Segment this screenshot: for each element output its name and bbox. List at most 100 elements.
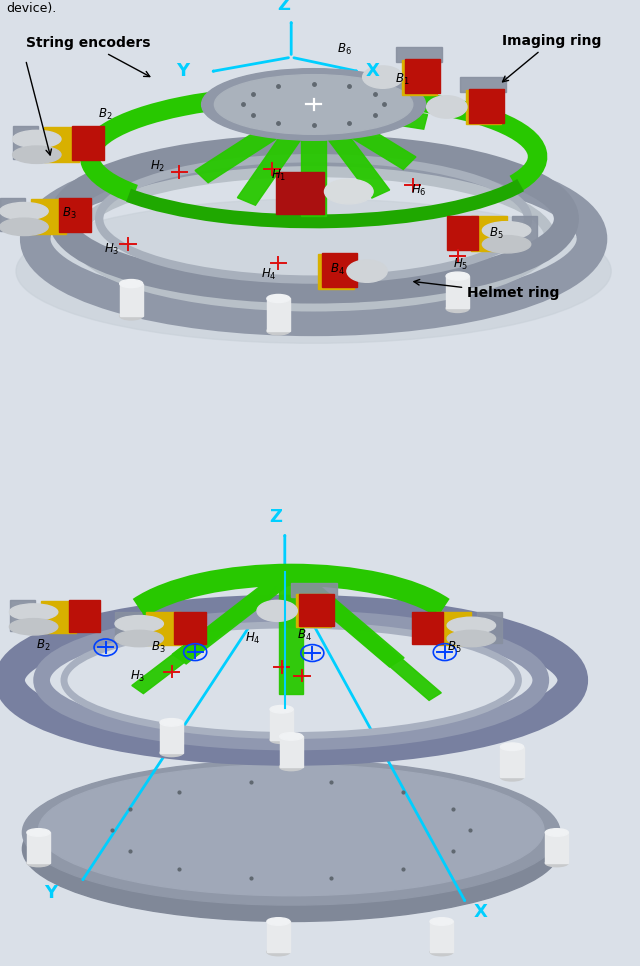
Ellipse shape (483, 236, 531, 253)
Bar (10, 600, 35, 631)
Text: device).: device). (6, 3, 57, 15)
Bar (120, 284, 143, 316)
Ellipse shape (280, 732, 303, 740)
FancyArrow shape (307, 99, 416, 169)
FancyArrow shape (237, 100, 323, 205)
Text: String encoders: String encoders (26, 37, 150, 76)
Ellipse shape (10, 618, 58, 635)
Ellipse shape (38, 764, 544, 895)
Bar (430, 922, 453, 952)
Bar (115, 611, 141, 642)
Ellipse shape (160, 719, 183, 726)
Ellipse shape (0, 203, 48, 220)
Text: Z: Z (277, 0, 290, 14)
Bar (270, 709, 293, 740)
Text: $H_{3}$: $H_{3}$ (104, 242, 120, 257)
Bar (412, 611, 443, 643)
Ellipse shape (202, 69, 426, 140)
Text: $B_{3}$: $B_{3}$ (62, 207, 76, 221)
Ellipse shape (500, 743, 524, 751)
Bar (31, 199, 67, 234)
FancyArrow shape (172, 568, 298, 664)
Ellipse shape (16, 199, 611, 343)
Bar (13, 127, 38, 159)
Bar (321, 253, 357, 287)
Ellipse shape (363, 66, 403, 88)
FancyArrow shape (301, 104, 326, 216)
Bar (466, 90, 501, 125)
Ellipse shape (267, 949, 290, 955)
Bar (276, 172, 324, 213)
Ellipse shape (257, 600, 298, 621)
FancyArrow shape (285, 569, 442, 700)
Bar (60, 198, 91, 233)
Ellipse shape (27, 829, 50, 837)
Bar (146, 612, 182, 645)
Bar (471, 216, 507, 251)
Text: $H_{1}$: $H_{1}$ (271, 167, 286, 183)
Bar (477, 611, 502, 642)
Bar (160, 723, 183, 753)
Ellipse shape (267, 918, 290, 925)
Bar (405, 59, 440, 93)
Ellipse shape (446, 272, 469, 280)
Bar (41, 601, 76, 634)
Text: $H_{4}$: $H_{4}$ (261, 267, 276, 282)
Text: Helmet ring: Helmet ring (414, 279, 559, 300)
Bar (27, 833, 50, 863)
Ellipse shape (120, 279, 143, 288)
Ellipse shape (430, 949, 453, 955)
Bar (267, 298, 290, 330)
Ellipse shape (446, 304, 469, 312)
Text: $B_{4}$: $B_{4}$ (296, 628, 312, 643)
Text: $B_{2}$: $B_{2}$ (36, 638, 51, 653)
FancyArrow shape (284, 568, 404, 667)
Bar (44, 127, 79, 161)
Ellipse shape (324, 179, 373, 204)
Bar (69, 600, 100, 632)
Bar (396, 47, 442, 62)
Ellipse shape (270, 705, 293, 713)
Ellipse shape (430, 918, 453, 925)
Text: $H_{2}$: $H_{2}$ (150, 159, 166, 174)
Ellipse shape (10, 604, 58, 620)
Bar (72, 127, 104, 160)
Bar (500, 747, 524, 778)
Text: $B_{4}$: $B_{4}$ (330, 262, 345, 277)
Ellipse shape (120, 312, 143, 320)
Bar (460, 77, 506, 92)
Ellipse shape (545, 829, 568, 837)
FancyArrow shape (305, 100, 390, 198)
Ellipse shape (22, 777, 560, 922)
Bar (313, 286, 359, 301)
Bar (446, 276, 469, 308)
FancyArrow shape (132, 568, 297, 694)
Bar (512, 216, 538, 248)
Bar (291, 582, 337, 597)
Ellipse shape (13, 146, 61, 163)
Ellipse shape (427, 96, 467, 118)
Text: X: X (474, 903, 488, 922)
Ellipse shape (447, 630, 495, 646)
FancyArrow shape (279, 573, 303, 695)
Ellipse shape (267, 327, 290, 335)
Ellipse shape (0, 218, 48, 236)
Ellipse shape (500, 774, 524, 781)
Text: $H_{5}$: $H_{5}$ (453, 257, 468, 272)
Ellipse shape (160, 749, 183, 756)
Text: Y: Y (44, 885, 58, 902)
Bar (319, 254, 353, 289)
Bar (296, 594, 332, 627)
Bar (300, 594, 334, 626)
Ellipse shape (280, 763, 303, 771)
Ellipse shape (22, 760, 560, 905)
Ellipse shape (347, 260, 387, 282)
Bar (402, 60, 437, 95)
Bar (468, 89, 504, 123)
Ellipse shape (115, 615, 163, 632)
Ellipse shape (483, 221, 531, 239)
Text: $B_{5}$: $B_{5}$ (447, 639, 461, 655)
Bar (174, 611, 206, 643)
Text: $H_{3}$: $H_{3}$ (130, 668, 145, 684)
Ellipse shape (214, 74, 413, 134)
